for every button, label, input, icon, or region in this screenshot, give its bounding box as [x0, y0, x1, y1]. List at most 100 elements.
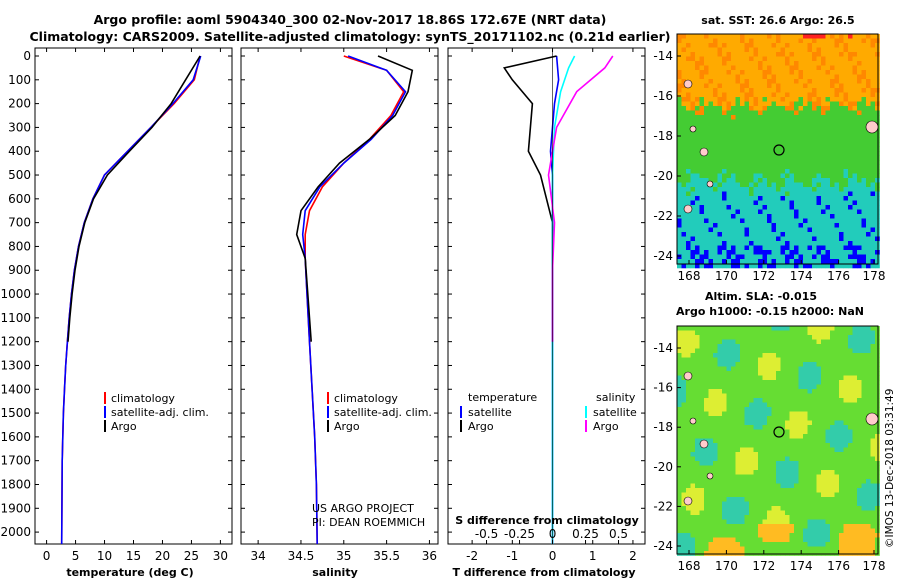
map-cell	[861, 173, 867, 179]
map-cell	[843, 420, 849, 426]
map-cell	[866, 344, 871, 349]
map-cell	[771, 83, 777, 89]
map-cell	[753, 551, 759, 556]
map-cell	[753, 380, 759, 385]
map-cell	[740, 429, 745, 435]
map-cell	[816, 533, 822, 538]
map-cell	[690, 110, 696, 116]
map-cell	[681, 241, 687, 246]
map-cell	[699, 88, 705, 93]
map-cell	[731, 200, 736, 206]
map-cell	[830, 146, 835, 152]
map-cell	[866, 47, 871, 53]
map-cell	[875, 470, 880, 475]
map-cell	[731, 524, 736, 529]
map-cell	[794, 380, 799, 385]
map-cell	[740, 497, 745, 502]
map-cell	[807, 416, 813, 421]
map-cell	[816, 79, 822, 84]
map-cell	[762, 160, 768, 165]
map-cell	[807, 133, 813, 138]
map-cell	[767, 510, 772, 516]
map-cell	[753, 339, 759, 345]
map-cell	[744, 483, 750, 489]
map-cell	[699, 420, 705, 426]
map-cell	[677, 227, 682, 233]
map-cell	[821, 533, 826, 538]
map-cell	[690, 173, 696, 179]
map-cell	[726, 528, 732, 534]
map-cell	[731, 362, 736, 367]
map-cell	[794, 47, 799, 53]
map-cell	[681, 335, 687, 340]
map-cell	[798, 232, 804, 237]
map-cell	[843, 330, 849, 336]
map-cell	[758, 173, 763, 179]
map-cell	[798, 411, 804, 417]
map-cell	[677, 429, 682, 435]
map-cell	[870, 106, 876, 111]
map-cell	[866, 447, 871, 453]
lat-tick-label: -22	[653, 209, 673, 223]
map-cell	[722, 214, 727, 219]
map-cell	[861, 133, 867, 138]
map-cell	[875, 88, 880, 93]
map-cell	[758, 92, 763, 98]
map-cell	[866, 407, 871, 412]
map-cell	[740, 483, 745, 489]
map-cell	[744, 546, 750, 552]
map-cell	[744, 133, 750, 138]
map-cell	[695, 250, 700, 255]
map-cell	[681, 164, 687, 170]
map-cell	[825, 169, 831, 174]
map-cell	[708, 461, 714, 466]
land-outline	[683, 371, 693, 381]
map-cell	[690, 200, 696, 206]
map-cell	[744, 443, 750, 448]
map-cell	[812, 115, 817, 120]
map-cell	[749, 236, 754, 242]
map-cell	[870, 61, 876, 66]
map-cell	[780, 137, 786, 143]
map-cell	[731, 128, 736, 134]
map-cell	[852, 357, 858, 363]
map-cell	[713, 178, 718, 183]
map-cell	[677, 133, 682, 138]
map-cell	[767, 124, 772, 129]
map-cell	[839, 398, 844, 403]
map-cell	[767, 38, 772, 44]
map-cell	[875, 160, 880, 165]
map-cell	[681, 209, 687, 215]
map-cell	[843, 515, 849, 520]
map-cell	[758, 429, 763, 435]
map-cell	[767, 263, 772, 269]
map-cell	[785, 173, 790, 179]
map-cell	[717, 389, 723, 394]
map-cell	[780, 43, 786, 48]
map-cell	[767, 236, 772, 242]
map-cell	[785, 407, 790, 412]
map-cell	[767, 411, 772, 417]
map-cell	[816, 402, 822, 408]
map-cell	[686, 326, 691, 331]
map-cell	[825, 438, 831, 444]
map-cell	[875, 537, 880, 543]
map-cell	[771, 56, 777, 62]
map-cell	[749, 56, 754, 62]
map-cell	[686, 223, 691, 228]
map-cell	[690, 205, 696, 210]
map-cell	[740, 38, 745, 44]
map-cell	[861, 402, 867, 408]
map-cell	[857, 254, 862, 260]
map-cell	[713, 425, 718, 430]
map-cell	[713, 344, 718, 349]
map-cell	[839, 497, 844, 502]
map-cell	[852, 537, 858, 543]
map-cell	[699, 344, 705, 349]
map-cell	[690, 142, 696, 147]
map-cell	[852, 506, 858, 511]
map-cell	[677, 537, 682, 543]
map-cell	[677, 151, 682, 156]
map-cell	[695, 164, 700, 170]
map-cell	[816, 259, 822, 264]
